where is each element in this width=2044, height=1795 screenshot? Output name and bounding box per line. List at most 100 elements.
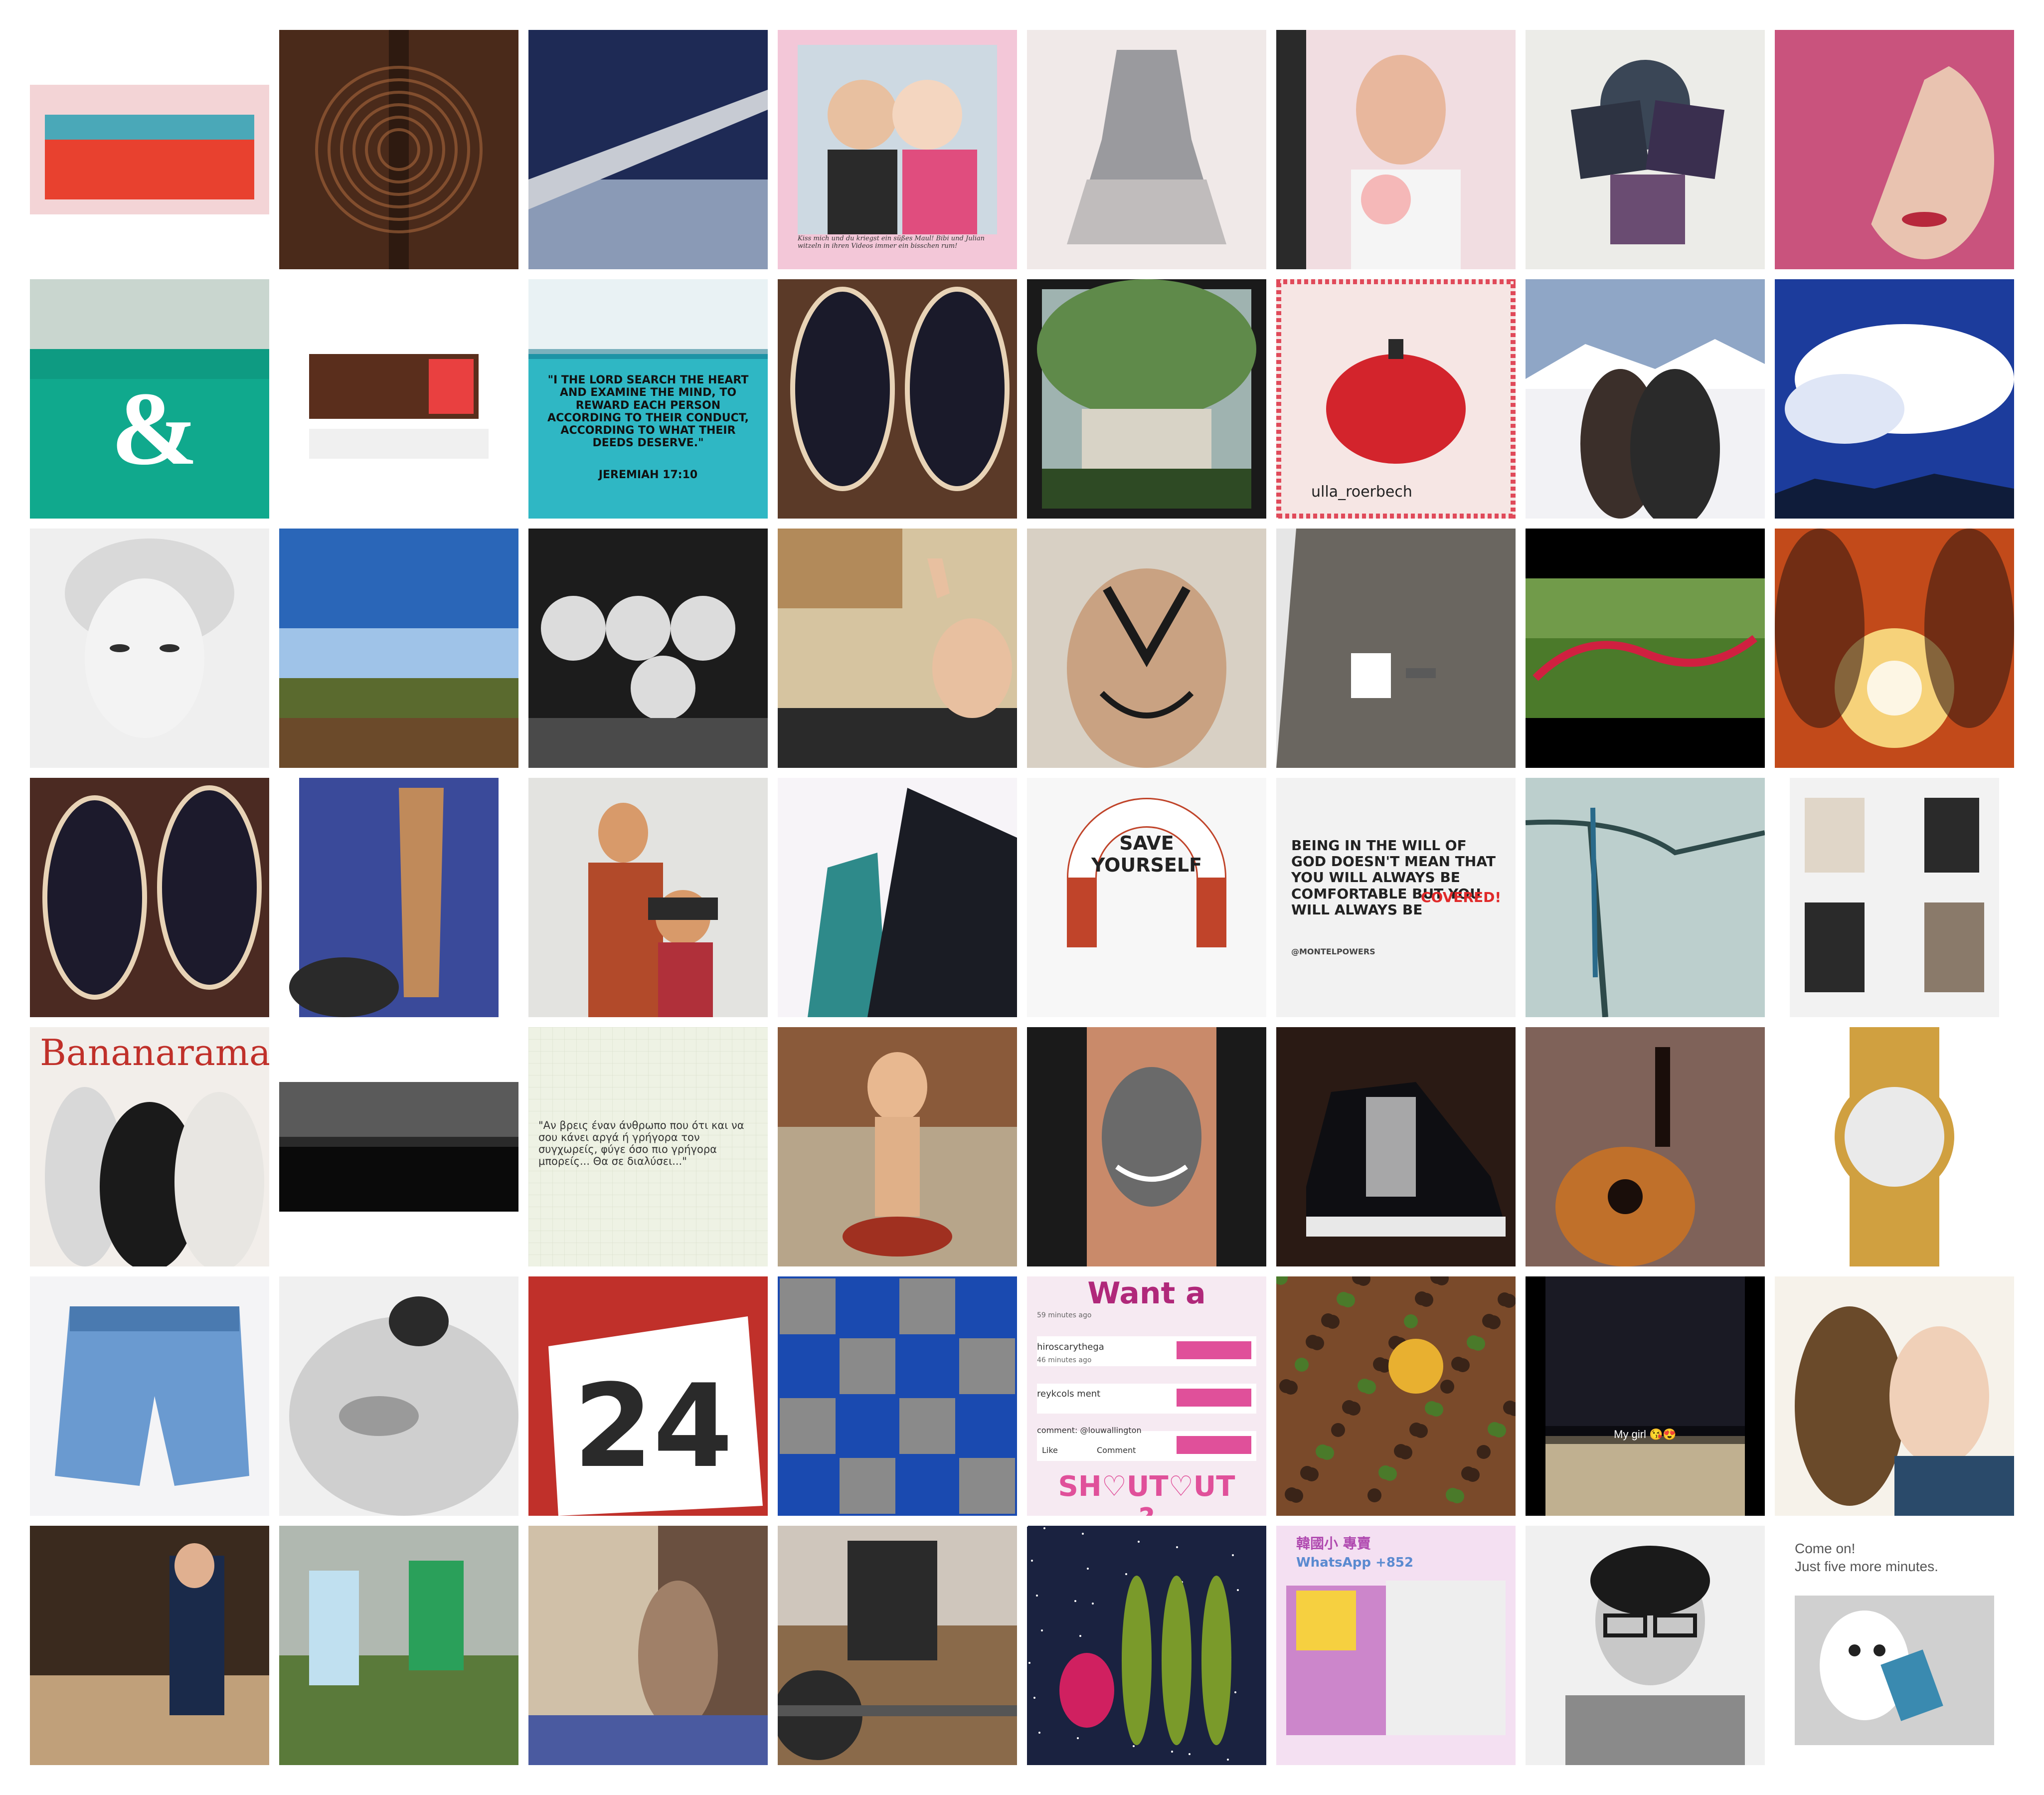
tile-skyscrapers-image: [808, 788, 1017, 1017]
tile-sneakers-feet-2-image: [42, 785, 262, 1000]
tile-ampersand-prints-text-1: &: [111, 371, 198, 487]
tile-soccer-players-image: [279, 1526, 518, 1765]
tile-food-egg-image: [1276, 1276, 1516, 1516]
tile-korean-product-image: [1276, 1526, 1516, 1765]
tile-mother-son-image: [588, 803, 718, 1017]
tile-peacock-branch: [1526, 778, 1765, 1017]
tile-mirror-selfie: [1276, 30, 1516, 269]
tile-bible-verse-text-2: JEREMIAH 17:10: [598, 469, 698, 481]
tile-cat-meme: Come on! Just five more minutes.: [1775, 1526, 2014, 1765]
tile-farm-fields-image: [279, 529, 518, 768]
tile-dog-snapchat-image: [1526, 1276, 1765, 1516]
tile-blue-cars-image: [780, 1278, 1015, 1514]
tile-shoutout-image: [1037, 1336, 1256, 1461]
tile-red-canvas: [30, 30, 269, 269]
tile-bible-verse-image: [528, 349, 768, 519]
tile-night-lake-image: [279, 1082, 518, 1212]
tile-dog-snapchat: My girl 😘😍: [1526, 1276, 1765, 1516]
tile-cat-meme-text-2: Just five more minutes.: [1795, 1559, 1938, 1574]
tile-couple-kiss-text-1: Kiss mich und du kriegst ein süßes Maul!…: [798, 235, 985, 250]
tile-museum-trees: [1027, 279, 1266, 519]
tile-save-yourself: SAVE YOURSELF: [1027, 778, 1266, 1017]
tile-number-24-image: [528, 1276, 768, 1516]
tile-shoutout-text-8: Comment: [1097, 1445, 1136, 1455]
tile-gold-watch: [1775, 1027, 2014, 1266]
tile-face-paint-image: [1067, 568, 1226, 768]
tile-sneakers-feet: [778, 279, 1017, 519]
tile-greek-quote-text-1: "Αν βρεις έναν άνθρωπο που ότι και να σο…: [538, 1119, 744, 1168]
tile-korean-product-text-2: WhatsApp +852: [1296, 1555, 1414, 1570]
tile-shoutout-text-3: hiroscarythega: [1037, 1342, 1104, 1352]
tile-bananarama-text-1: Bananarama: [40, 1032, 269, 1074]
tile-purple-squares: [1526, 30, 1765, 269]
tile-family-bw: [528, 529, 768, 768]
tile-shoutout-text-6: comment: @louwallington: [1037, 1426, 1142, 1435]
tile-will-of-god-text-3: @MONTELPOWERS: [1291, 947, 1375, 956]
tile-acoustic-guitar-image: [1526, 1027, 1765, 1266]
tile-airplane-wing-image: [528, 90, 768, 269]
tile-number-24: 24: [528, 1276, 768, 1516]
tile-save-yourself-image: [1067, 798, 1226, 947]
tile-greek-quote: "Αν βρεις έναν άνθρωπο που ότι και να σο…: [528, 1027, 768, 1266]
tile-fire-kiss: [1775, 529, 2014, 768]
tile-couple-selfie: [1775, 1276, 2014, 1516]
tile-purple-squares-image: [1570, 60, 1725, 244]
tile-will-of-god-text-2: COVERED!: [1421, 889, 1502, 905]
tile-glasses-bw: [1526, 1526, 1765, 1765]
tile-vintage-woman: [30, 529, 269, 768]
tile-couple-kiss-image: [798, 45, 997, 234]
tile-shoutout-text-4: 46 minutes ago: [1037, 1356, 1092, 1364]
tile-dog-snapchat-text-1: My girl 😘😍: [1614, 1428, 1677, 1440]
tile-korean-product: 韓國小 專賣 WhatsApp +852: [1276, 1526, 1516, 1765]
tile-red-kettle: ulla_roerbech: [1276, 279, 1516, 519]
tile-skyscrapers: [778, 778, 1017, 1017]
tile-bible-verse-text-1: "I THE LORD SEARCH THE HEART AND EXAMINE…: [547, 374, 749, 450]
tile-shining-tattoo-image: [1087, 1027, 1216, 1266]
tile-korean-product-text-1: 韓國小 專賣: [1296, 1535, 1371, 1552]
tile-food-egg: [1276, 1276, 1516, 1516]
tile-cloud-sky: [1775, 279, 2014, 519]
tile-shoutout-text-2: 59 minutes ago: [1037, 1311, 1092, 1319]
tile-bible-verse: "I THE LORD SEARCH THE HEART AND EXAMINE…: [528, 279, 768, 519]
tile-pink-hair-image: [1775, 30, 2014, 269]
tile-tailor-shop: [30, 1526, 269, 1765]
tile-greek-quote-image: [528, 1027, 768, 1266]
tile-shoutout-text-5: reykcols ment: [1037, 1389, 1101, 1399]
tile-jordan-sneaker-image: [1306, 1082, 1506, 1237]
tile-peace-selfie: [778, 529, 1017, 768]
tile-bananarama: Bananarama: [30, 1027, 269, 1266]
tile-grey-dress-image: [1067, 50, 1226, 244]
tile-ampersand-prints-image: [30, 279, 269, 519]
tile-stone-column: [279, 778, 518, 1017]
tile-cloud-sky-image: [1775, 324, 2014, 519]
tile-hospital-bw-image: [289, 1296, 518, 1516]
tile-night-lake: [279, 1027, 518, 1266]
tile-soccer-players: [279, 1526, 518, 1765]
tile-grey-dress: [1027, 30, 1266, 269]
tile-cat-meme-text-1: Come on!: [1795, 1541, 1856, 1556]
tile-red-leash-image: [1526, 578, 1765, 718]
tile-red-kettle-text-1: ulla_roerbech: [1311, 483, 1412, 501]
tile-couple-kiss: Kiss mich und du kriegst ein süßes Maul!…: [778, 30, 1017, 269]
tile-vintage-woman-image: [65, 538, 234, 738]
tile-dragonfruit-galaxy: [1027, 1526, 1266, 1765]
tile-museum-trees-image: [1027, 279, 1266, 519]
tile-shining-tattoo: [1027, 1027, 1266, 1266]
tile-bananarama-image: [30, 1027, 269, 1266]
tile-wood-sideboard-image: [309, 354, 489, 459]
tile-stone-column-image: [289, 778, 499, 1017]
tile-denim-shorts-image: [55, 1306, 249, 1486]
tile-cat-meme-image: [1795, 1596, 1994, 1745]
tile-jordan-sneaker: [1276, 1027, 1516, 1266]
tile-fire-kiss-image: [1775, 529, 2014, 768]
tile-mother-son: [528, 778, 768, 1017]
tile-floor-tools: [1276, 529, 1516, 768]
tile-ornate-door: [279, 30, 518, 269]
tile-kewpie-doll: [778, 1027, 1017, 1266]
tile-blue-cars: [778, 1276, 1017, 1516]
tile-red-kettle-image: [1276, 279, 1516, 519]
tile-cat-window: [528, 1526, 768, 1765]
tile-save-yourself-text-1: SAVE YOURSELF: [1091, 832, 1202, 876]
tile-fashion-collage: [1775, 778, 2014, 1017]
